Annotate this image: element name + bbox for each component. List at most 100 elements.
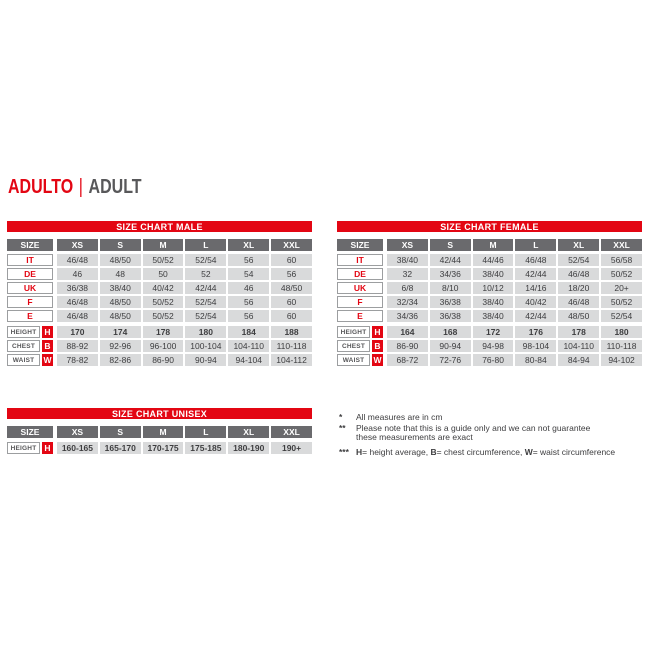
measure-value: 98-104: [515, 340, 557, 352]
size-value: 46/48: [558, 268, 600, 280]
footnote-text: H= height average, B= chest circumferenc…: [356, 446, 641, 458]
measure-letter-badge: B: [42, 340, 53, 352]
size-value: 36/38: [57, 282, 98, 294]
size-value: 50/52: [142, 310, 184, 322]
measure-label: CHEST: [7, 340, 40, 352]
size-column-header: SIZE: [7, 426, 53, 438]
measure-letter-badge: H: [42, 442, 53, 454]
size-chart-male-table: SIZE CHART MALE SIZE XS S M L XL XXL IT 46/48 48/5…: [7, 221, 312, 368]
measure-value: 96-100: [142, 340, 184, 352]
footnote-marker: **: [339, 422, 346, 433]
column-header-xs: XS: [387, 239, 428, 251]
size-value: 50: [142, 268, 184, 280]
measure-value: 178: [142, 326, 184, 338]
size-value: 48/50: [558, 310, 600, 322]
measure-value: 68-72: [387, 354, 428, 366]
footnote-segment: H: [356, 446, 363, 457]
footnote-item: *** H= height average, B= chest circumfer…: [339, 446, 641, 458]
measure-row-waist: WAIST W 78-82 82-86 86-90 90-94 94-104 104-112: [7, 354, 312, 366]
measure-value: 72-76: [429, 354, 471, 366]
measure-label: WAIST: [337, 354, 370, 366]
measure-label: HEIGHT: [7, 326, 40, 338]
size-value: 42/44: [185, 282, 227, 294]
measure-label: WAIST: [7, 354, 40, 366]
region-label: E: [7, 310, 53, 322]
size-value: 42/44: [515, 268, 557, 280]
measure-letter-badge: H: [42, 326, 53, 338]
region-label-col: F: [337, 296, 383, 308]
size-value: 32: [387, 268, 428, 280]
region-label-col: DE: [7, 268, 53, 280]
measure-value: 94-104: [228, 354, 270, 366]
measure-value: 180: [601, 326, 642, 338]
footnote-segment: = waist circumference: [532, 446, 616, 457]
size-header-col: SIZE: [337, 239, 383, 251]
column-header-s: S: [429, 239, 471, 251]
measure-value: 88-92: [57, 340, 98, 352]
column-header-l: L: [515, 239, 557, 251]
measure-value: 104-112: [271, 354, 312, 366]
size-header-col: SIZE: [7, 239, 53, 251]
region-row-f: F 46/48 48/50 50/52 52/54 56 60: [7, 296, 312, 308]
column-header-xxl: XXL: [271, 239, 312, 251]
measure-value: 176: [515, 326, 557, 338]
size-value: 52/54: [185, 310, 227, 322]
measure-value: 170: [57, 326, 98, 338]
measure-label: HEIGHT: [7, 442, 40, 454]
measure-value: 180: [185, 326, 227, 338]
size-value: 38/40: [472, 268, 514, 280]
footnote-marker: *: [339, 412, 343, 422]
footnote-text: Please note that this is a guide only an…: [356, 423, 641, 443]
footnote-segment: All measures are in cm: [356, 412, 443, 422]
column-header-l: L: [185, 426, 227, 438]
size-value: 8/10: [429, 282, 471, 294]
measure-value: 94-98: [472, 340, 514, 352]
region-label-col: UK: [337, 282, 383, 294]
size-value: 50/52: [601, 296, 642, 308]
measure-value: 90-94: [429, 340, 471, 352]
size-value: 40/42: [515, 296, 557, 308]
column-header-m: M: [142, 239, 184, 251]
measure-label-col: WAIST W: [7, 354, 53, 366]
footnote-segment: W: [524, 446, 533, 457]
region-row-it: IT 46/48 48/50 50/52 52/54 56 60: [7, 254, 312, 266]
measure-value: 100-104: [185, 340, 227, 352]
size-value: 56/58: [601, 254, 642, 266]
size-value: 32/34: [387, 296, 428, 308]
size-value: 50/52: [601, 268, 642, 280]
footnote-line: these measurements are exact: [356, 432, 641, 443]
region-label: F: [337, 296, 383, 308]
size-value: 52/54: [185, 254, 227, 266]
table-title-female: SIZE CHART FEMALE: [337, 221, 642, 232]
size-value: 34/36: [387, 310, 428, 322]
column-header-xs: XS: [57, 239, 98, 251]
size-value: 38/40: [387, 254, 428, 266]
size-value: 56: [228, 310, 270, 322]
size-value: 52: [185, 268, 227, 280]
size-value: 46/48: [558, 296, 600, 308]
size-value: 40/42: [142, 282, 184, 294]
measure-label-col: CHEST B: [7, 340, 53, 352]
size-value: 46/48: [515, 254, 557, 266]
measure-label: CHEST: [337, 340, 370, 352]
measure-value: 90-94: [185, 354, 227, 366]
measure-value: 178: [558, 326, 600, 338]
size-value: 34/36: [429, 268, 471, 280]
region-label-col: DE: [337, 268, 383, 280]
size-value: 20+: [601, 282, 642, 294]
footnote-line: H= height average, B= chest circumferenc…: [356, 446, 641, 458]
page-title-primary: ADULTO: [8, 176, 74, 198]
region-row-e: E 46/48 48/50 50/52 52/54 56 60: [7, 310, 312, 322]
region-label: F: [7, 296, 53, 308]
region-label: IT: [7, 254, 53, 266]
measure-value: 175-185: [185, 442, 227, 454]
size-header-col: SIZE: [7, 426, 53, 438]
region-label: E: [337, 310, 383, 322]
region-label-col: E: [7, 310, 53, 322]
size-value: 38/40: [472, 296, 514, 308]
size-value: 48/50: [99, 254, 141, 266]
region-row-uk: UK 6/8 8/10 10/12 14/16 18/20 20+: [337, 282, 642, 294]
size-value: 38/40: [99, 282, 141, 294]
table-title-unisex: SIZE CHART UNISEX: [7, 408, 312, 419]
